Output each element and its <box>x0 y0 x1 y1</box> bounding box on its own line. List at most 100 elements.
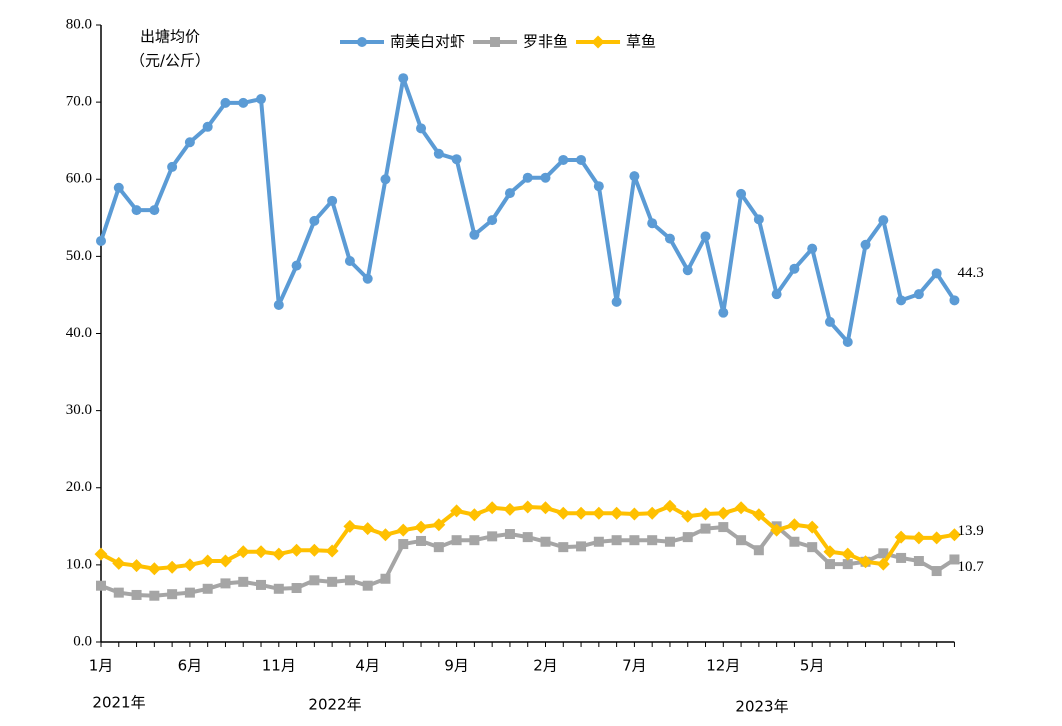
point <box>878 215 889 226</box>
point <box>807 542 818 553</box>
point <box>627 507 641 521</box>
point <box>433 542 444 553</box>
point <box>451 535 462 546</box>
point <box>558 542 569 553</box>
point <box>504 188 515 199</box>
point <box>931 268 942 279</box>
point <box>593 181 604 192</box>
point <box>131 205 142 216</box>
point <box>736 535 747 546</box>
point <box>309 575 320 586</box>
point <box>789 263 800 274</box>
point <box>220 97 231 108</box>
point <box>113 587 124 598</box>
point <box>165 560 179 574</box>
point <box>450 504 464 518</box>
point <box>842 559 853 570</box>
point <box>824 559 835 570</box>
point <box>96 235 106 246</box>
point <box>664 536 675 547</box>
point <box>611 535 622 546</box>
data-label: 10.7 <box>957 559 984 575</box>
point <box>876 557 890 571</box>
point <box>503 502 517 516</box>
point <box>912 531 926 545</box>
point <box>736 188 747 199</box>
y-tick-label: 30.0 <box>66 402 92 418</box>
point <box>396 523 410 537</box>
point <box>771 289 782 300</box>
point <box>398 539 409 550</box>
point <box>629 535 640 546</box>
point <box>201 554 215 568</box>
point <box>647 535 658 546</box>
x-tick-label: 4月 <box>355 657 380 675</box>
y-axis-title: 出塘均价 <box>140 28 200 46</box>
point <box>273 583 284 594</box>
point <box>789 536 800 547</box>
point <box>113 182 124 193</box>
point <box>291 583 302 594</box>
point <box>202 583 213 594</box>
point <box>378 528 392 542</box>
point <box>682 265 693 276</box>
y-tick-label: 70.0 <box>66 94 92 110</box>
y-tick-label: 40.0 <box>66 325 92 341</box>
x-tick-label: 2月 <box>533 657 558 675</box>
point <box>183 558 197 572</box>
point <box>414 520 428 534</box>
point <box>504 529 515 540</box>
point <box>540 172 551 183</box>
point <box>931 566 942 577</box>
point <box>254 545 268 559</box>
x-tick-label: 6月 <box>178 657 203 675</box>
point <box>218 554 232 568</box>
point <box>167 589 178 600</box>
point <box>824 316 835 327</box>
x-tick-label: 7月 <box>622 657 647 675</box>
point <box>256 579 267 590</box>
point <box>540 536 551 547</box>
legend-label: 罗非鱼 <box>523 33 568 51</box>
y-tick-label: 60.0 <box>66 171 92 187</box>
point <box>556 506 570 520</box>
point <box>220 578 231 589</box>
point <box>290 543 304 557</box>
point <box>522 532 533 543</box>
point <box>949 295 960 306</box>
point <box>167 161 178 172</box>
legend-marker <box>591 35 605 49</box>
point <box>718 307 729 318</box>
point <box>700 231 711 242</box>
point <box>752 508 766 522</box>
point <box>112 556 126 570</box>
point <box>682 532 693 543</box>
point <box>398 73 409 84</box>
point <box>913 556 924 567</box>
point <box>451 154 462 165</box>
point <box>842 336 853 347</box>
point <box>878 548 889 559</box>
point <box>947 528 961 542</box>
point <box>576 541 587 552</box>
point <box>896 552 907 563</box>
point <box>485 501 499 515</box>
point <box>469 229 480 240</box>
year-label: 2023年 <box>735 698 788 716</box>
point <box>521 500 535 514</box>
point <box>343 519 357 533</box>
point <box>202 121 213 132</box>
y-tick-label: 0.0 <box>73 633 92 649</box>
point <box>147 562 161 576</box>
point <box>539 501 552 515</box>
point <box>256 94 267 105</box>
point <box>131 589 142 600</box>
point <box>487 531 498 542</box>
point <box>770 523 784 537</box>
point <box>238 576 249 587</box>
point <box>522 172 533 183</box>
point <box>291 260 302 271</box>
point <box>416 123 427 134</box>
point <box>787 518 801 532</box>
point <box>184 137 195 148</box>
